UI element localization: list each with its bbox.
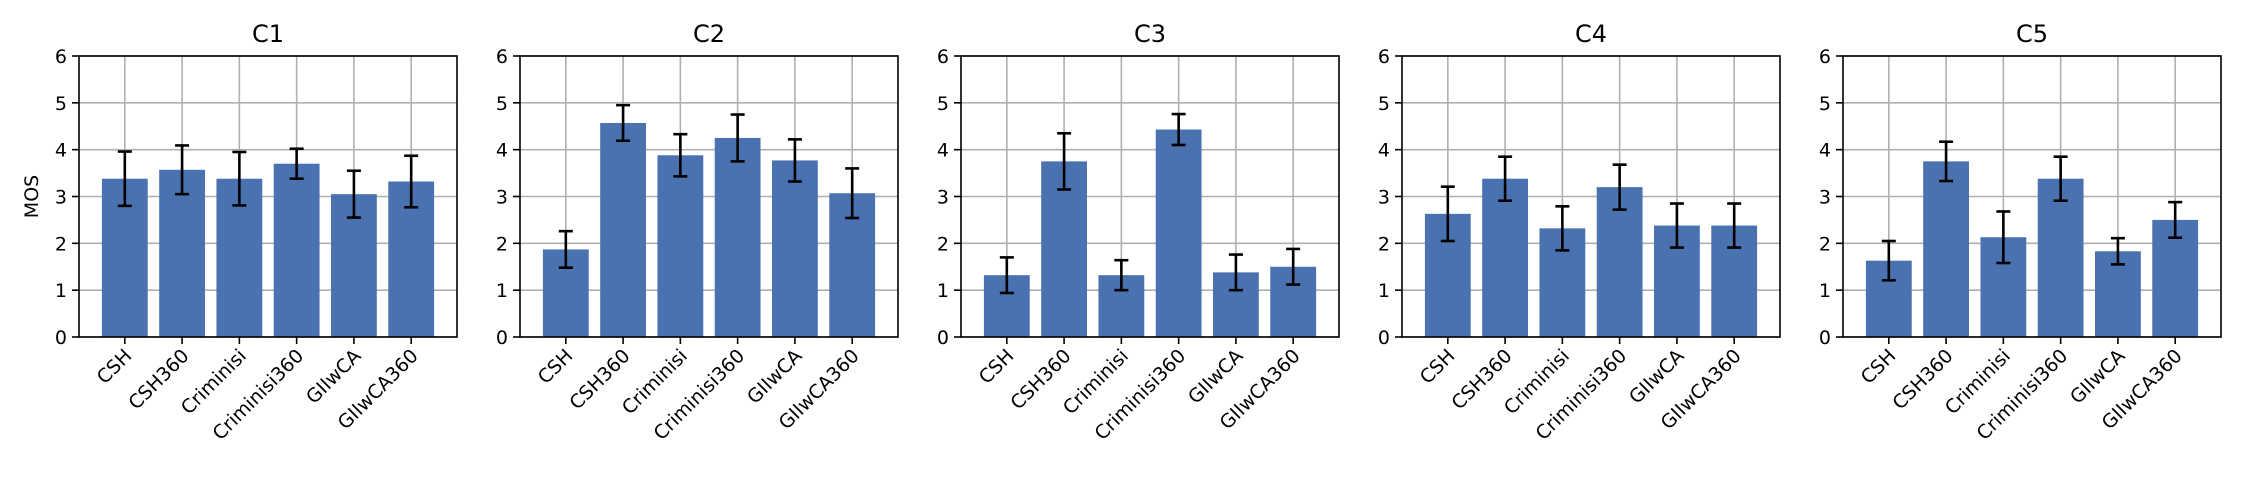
y-axis-label: MOS [21,175,43,218]
bar-criminisi360 [2037,178,2084,337]
y-tick-label: 1 [937,280,949,302]
x-tick-label: CSH [1416,345,1460,389]
bar-criminisi360 [1155,129,1202,337]
bar-csh360 [1923,161,1969,337]
bar-criminisi [657,155,704,337]
y-tick-label: 5 [1378,93,1390,115]
bar-criminisi360 [714,137,761,337]
bar-csh360 [159,169,205,337]
y-tick-label: 0 [496,327,508,349]
y-tick-label: 2 [1378,233,1390,255]
panel-c5: C50123456CSHCSH360CriminisiCriminisi360G… [1819,20,2222,445]
y-tick-label: 4 [1378,140,1390,162]
y-tick-label: 3 [496,187,508,209]
y-tick-label: 1 [496,280,508,302]
y-tick-label: 5 [937,93,949,115]
y-tick-label: 0 [55,327,67,349]
y-tick-label: 2 [937,233,949,255]
y-tick-label: 2 [55,233,67,255]
y-tick-label: 5 [496,93,508,115]
y-tick-label: 3 [55,187,67,209]
y-tick-label: 4 [496,140,508,162]
y-tick-label: 5 [55,93,67,115]
y-tick-label: 0 [937,327,949,349]
y-tick-label: 6 [1378,46,1390,68]
bar-csh360 [600,122,646,337]
bar-giiwca360 [2152,219,2199,337]
y-tick-label: 1 [1819,280,1831,302]
panel-c2: C20123456CSHCSH360CriminisiCriminisi360G… [496,20,899,445]
y-tick-label: 3 [937,187,949,209]
y-tick-label: 2 [496,233,508,255]
x-tick-label: CSH [1857,345,1901,389]
panel-c1: C10123456CSHCSH360CriminisiCriminisi360G… [55,20,458,445]
y-tick-label: 5 [1819,93,1831,115]
y-tick-label: 1 [55,280,67,302]
panel-title: C3 [1134,20,1166,48]
bar-criminisi360 [1596,187,1643,337]
x-tick-label: CSH [93,345,137,389]
y-tick-label: 1 [1378,280,1390,302]
panel-title: C4 [1575,20,1607,48]
y-tick-label: 4 [937,140,949,162]
bar-giiwca [772,160,818,337]
bar-criminisi360 [273,163,320,337]
panel-title: C1 [252,20,284,48]
y-tick-label: 3 [1378,187,1390,209]
y-tick-label: 2 [1819,233,1831,255]
panel-c4: C40123456CSHCSH360CriminisiCriminisi360G… [1378,20,1781,445]
y-tick-label: 6 [496,46,508,68]
panel-c3: C30123456CSHCSH360CriminisiCriminisi360G… [937,20,1340,445]
panel-title: C2 [693,20,725,48]
x-tick-label: CSH [534,345,578,389]
y-tick-label: 4 [55,140,67,162]
x-tick-label: CSH [975,345,1019,389]
y-tick-label: 6 [55,46,67,68]
y-tick-label: 3 [1819,187,1831,209]
y-tick-label: 0 [1819,327,1831,349]
y-tick-label: 4 [1819,140,1831,162]
y-tick-label: 6 [1819,46,1831,68]
y-tick-label: 6 [937,46,949,68]
y-tick-label: 0 [1378,327,1390,349]
panel-title: C5 [2016,20,2048,48]
bar-csh360 [1482,178,1528,337]
